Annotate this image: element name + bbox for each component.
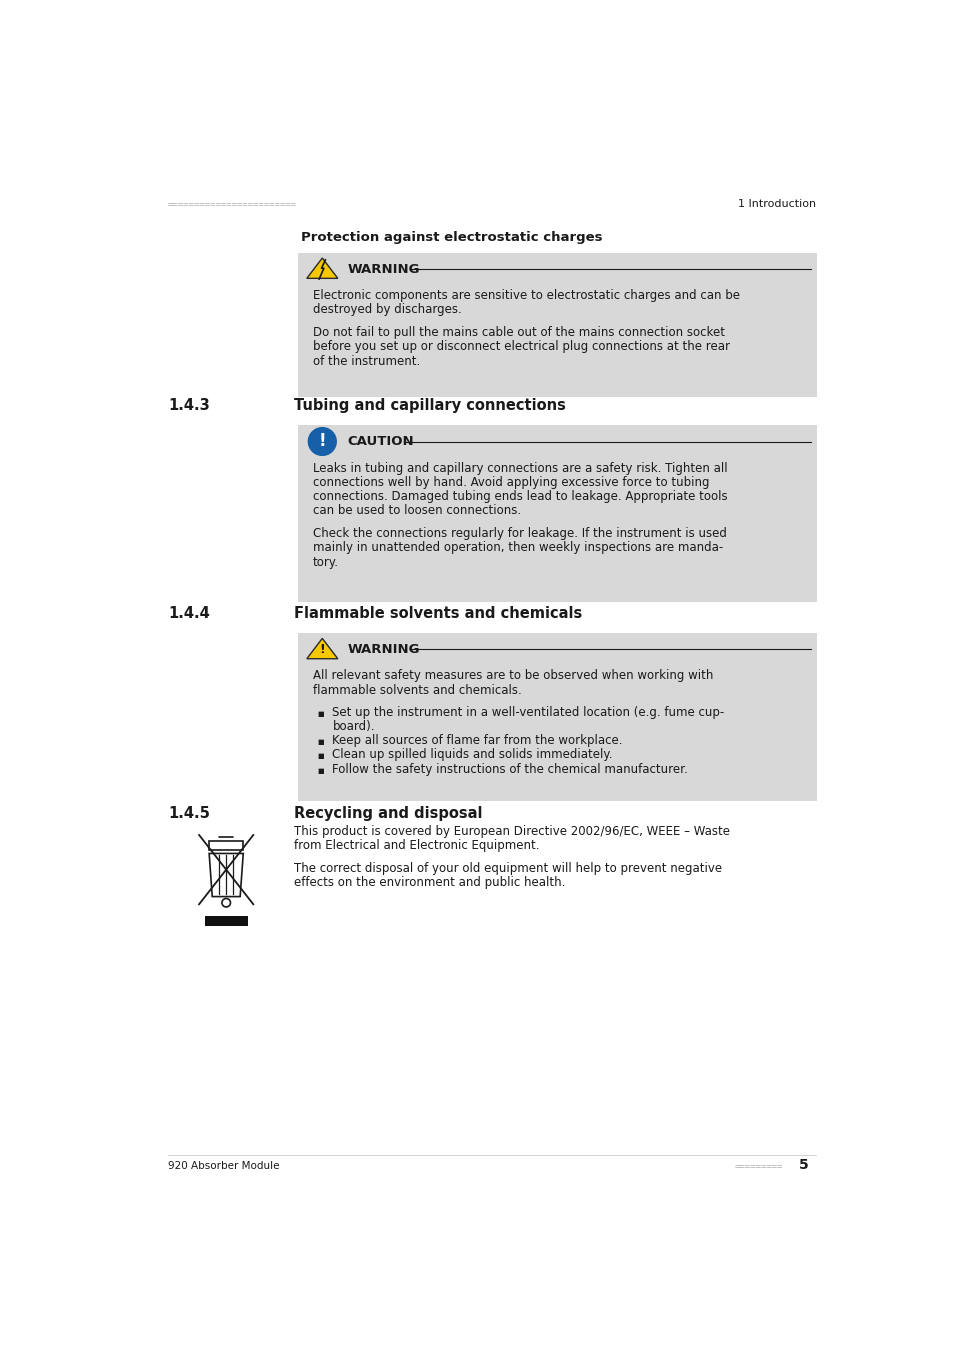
Text: This product is covered by European Directive 2002/96/EC, WEEE – Waste: This product is covered by European Dire… <box>294 825 730 838</box>
Text: connections. Damaged tubing ends lead to leakage. Appropriate tools: connections. Damaged tubing ends lead to… <box>313 490 727 504</box>
Text: !: ! <box>318 432 326 450</box>
Text: can be used to loosen connections.: can be used to loosen connections. <box>313 505 520 517</box>
Text: ■: ■ <box>316 768 323 774</box>
Text: 1.4.4: 1.4.4 <box>168 606 210 621</box>
Text: !: ! <box>319 644 325 656</box>
Text: Protection against electrostatic charges: Protection against electrostatic charges <box>301 231 602 243</box>
Text: mainly in unattended operation, then weekly inspections are manda-: mainly in unattended operation, then wee… <box>313 541 722 555</box>
Text: tory.: tory. <box>313 556 338 568</box>
Text: ■: ■ <box>316 740 323 745</box>
Text: from Electrical and Electronic Equipment.: from Electrical and Electronic Equipment… <box>294 840 539 852</box>
Text: WARNING: WARNING <box>348 643 420 656</box>
Text: Clean up spilled liquids and solids immediately.: Clean up spilled liquids and solids imme… <box>332 748 612 761</box>
FancyBboxPatch shape <box>209 841 243 850</box>
Text: before you set up or disconnect electrical plug connections at the rear: before you set up or disconnect electric… <box>313 340 729 354</box>
Text: Check the connections regularly for leakage. If the instrument is used: Check the connections regularly for leak… <box>313 526 726 540</box>
Text: CAUTION: CAUTION <box>348 435 414 448</box>
Text: 920 Absorber Module: 920 Absorber Module <box>168 1161 279 1172</box>
Polygon shape <box>307 639 337 659</box>
Text: Tubing and capillary connections: Tubing and capillary connections <box>294 398 566 413</box>
Text: Leaks in tubing and capillary connections are a safety risk. Tighten all: Leaks in tubing and capillary connection… <box>313 462 727 475</box>
Text: Electronic components are sensitive to electrostatic charges and can be: Electronic components are sensitive to e… <box>313 289 740 302</box>
Text: ========================: ======================== <box>168 200 296 209</box>
Text: 1 Introduction: 1 Introduction <box>737 198 815 209</box>
Polygon shape <box>209 853 243 896</box>
Text: connections well by hand. Avoid applying excessive force to tubing: connections well by hand. Avoid applying… <box>313 475 709 489</box>
Text: 1.4.3: 1.4.3 <box>168 398 210 413</box>
Text: WARNING: WARNING <box>348 262 420 275</box>
Text: Do not fail to pull the mains cable out of the mains connection socket: Do not fail to pull the mains cable out … <box>313 327 724 339</box>
Text: Recycling and disposal: Recycling and disposal <box>294 806 482 821</box>
Text: ■: ■ <box>316 753 323 760</box>
Polygon shape <box>307 258 337 278</box>
FancyBboxPatch shape <box>297 425 816 602</box>
Text: 5: 5 <box>798 1158 808 1172</box>
Text: flammable solvents and chemicals.: flammable solvents and chemicals. <box>313 683 521 697</box>
Text: Keep all sources of flame far from the workplace.: Keep all sources of flame far from the w… <box>332 734 622 748</box>
Text: of the instrument.: of the instrument. <box>313 355 420 367</box>
FancyBboxPatch shape <box>205 915 247 926</box>
Text: Follow the safety instructions of the chemical manufacturer.: Follow the safety instructions of the ch… <box>332 763 687 776</box>
Text: 1.4.5: 1.4.5 <box>168 806 210 821</box>
Text: All relevant safety measures are to be observed when working with: All relevant safety measures are to be o… <box>313 670 713 683</box>
Text: effects on the environment and public health.: effects on the environment and public he… <box>294 876 565 890</box>
FancyBboxPatch shape <box>297 633 816 801</box>
Text: destroyed by discharges.: destroyed by discharges. <box>313 304 461 316</box>
Text: Set up the instrument in a well-ventilated location (e.g. fume cup-: Set up the instrument in a well-ventilat… <box>332 706 724 718</box>
Text: The correct disposal of your old equipment will help to prevent negative: The correct disposal of your old equipme… <box>294 863 721 875</box>
Circle shape <box>222 899 231 907</box>
Circle shape <box>308 428 335 455</box>
Text: =========: ========= <box>734 1162 782 1172</box>
Text: board).: board). <box>332 720 375 733</box>
FancyBboxPatch shape <box>297 252 816 397</box>
Text: ■: ■ <box>316 710 323 717</box>
Text: Flammable solvents and chemicals: Flammable solvents and chemicals <box>294 606 582 621</box>
